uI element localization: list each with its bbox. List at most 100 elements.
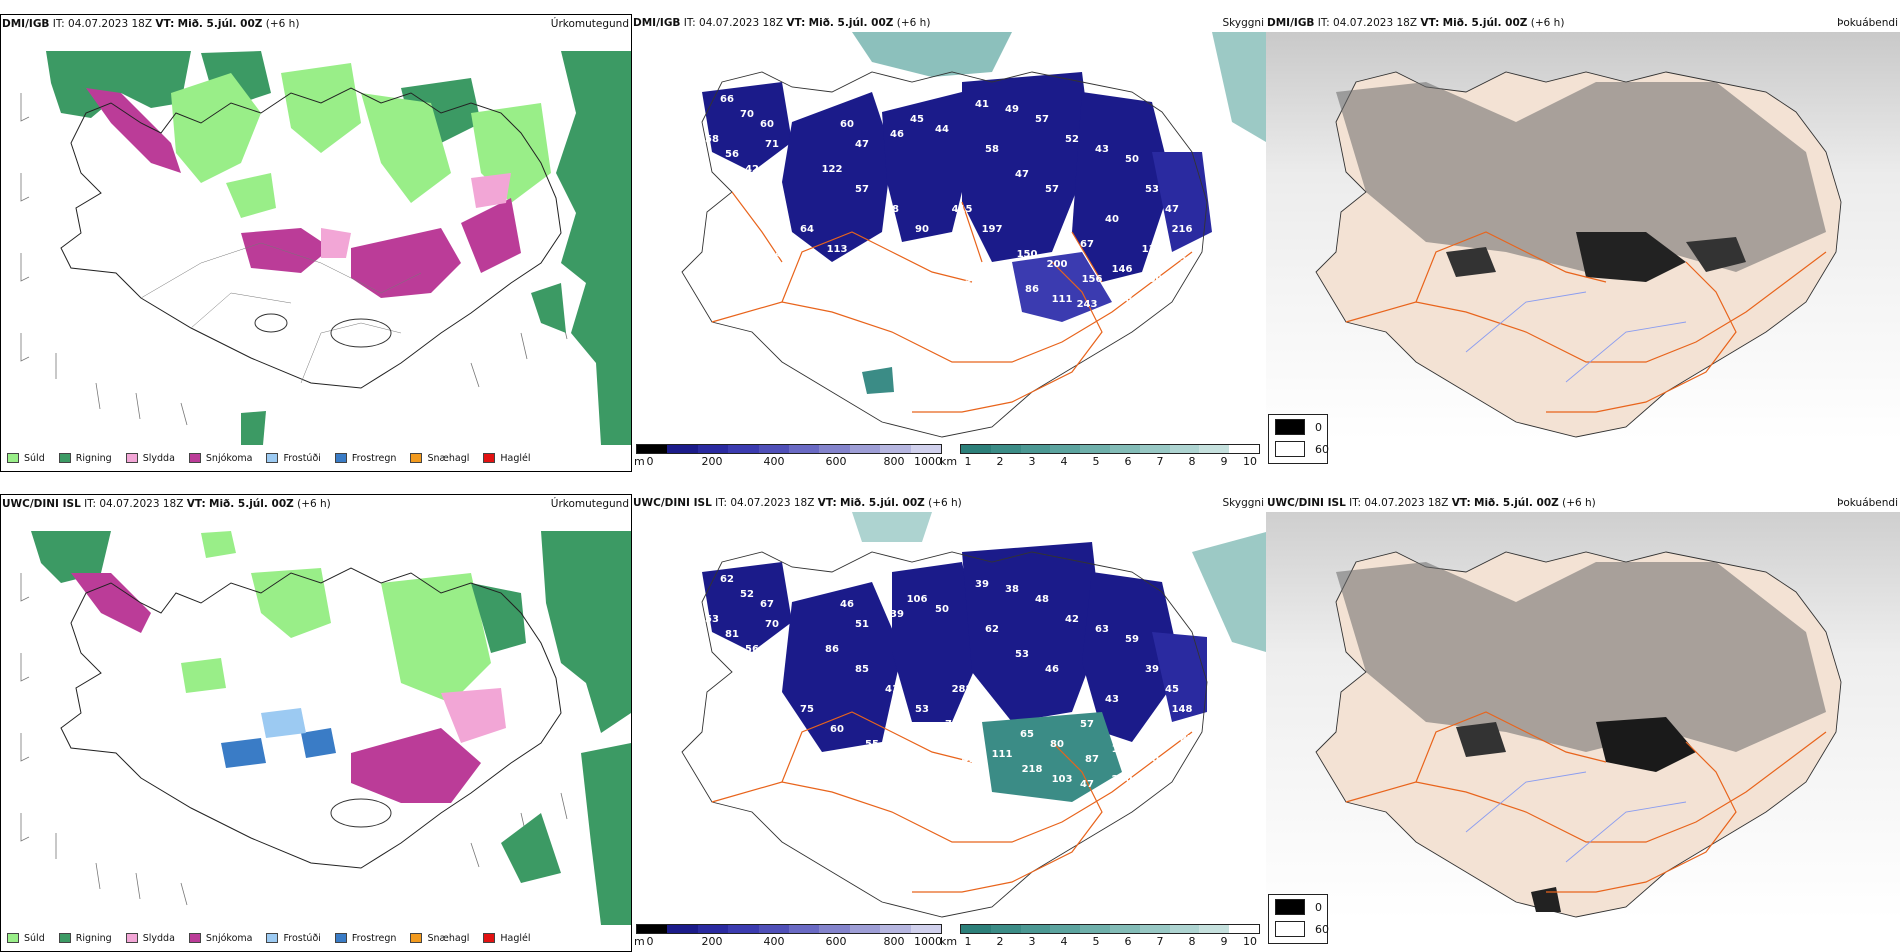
cloudbase-value-label: 70 <box>1145 754 1159 765</box>
cloudbase-value-label: 46 <box>840 599 854 610</box>
cloudbase-value-label: 85 <box>855 664 869 675</box>
cloudbase-value-label: 200 <box>1047 259 1068 270</box>
cloudbase-value-label: 41 <box>900 789 914 800</box>
colorbar-ticks: 0 200 400 600 800 1000 <box>646 935 943 948</box>
cloudbase-value-label: 65 <box>1020 729 1034 740</box>
precip-type-panel-top: DMI/IGB IT: 04.07.2023 18Z VT: Mið. 5.jú… <box>0 14 632 472</box>
cloudbase-value-label: 86 <box>825 644 839 655</box>
cloudbase-value-label: 63 <box>1095 624 1109 635</box>
cloudbase-value-label: 415 <box>952 204 973 215</box>
colorbar-ticks: 1 2 3 4 5 6 7 8 9 10 <box>964 455 1258 468</box>
legend-item: Slydda <box>125 933 175 944</box>
cloudbase-value-label: 41 <box>885 684 899 695</box>
cloudbase-value-label: 45 <box>910 114 924 125</box>
cloudbase-value-label: 39 <box>975 579 989 590</box>
cloudbase-value-label: 156 <box>1082 274 1103 285</box>
cloudbase-value-label: 75 <box>800 704 814 715</box>
cloudbase-value-label: 88 <box>1145 724 1159 735</box>
colorbar-swatches <box>960 444 1260 454</box>
cloudbase-value-label: 57 <box>1080 719 1094 730</box>
cloudbase-value-label: 46 <box>1045 664 1059 675</box>
panel-title: Þokuábendi <box>1837 17 1898 29</box>
legend-item: Súld <box>7 933 45 944</box>
cloudbase-value-label: 52 <box>875 299 889 310</box>
cloudbase-value-label: 60 <box>830 724 844 735</box>
colorbar-unit: m <box>634 935 645 948</box>
visibility-colorbar: km 1 2 3 4 5 6 7 8 9 10 <box>940 442 1260 468</box>
cloudbase-value-label: 70 <box>740 109 754 120</box>
cloudbase-value-label: 106 <box>907 594 928 605</box>
fog-map <box>1266 32 1900 440</box>
cloudbase-value-label: 47 <box>1165 204 1179 215</box>
cloudbase-value-label: 66 <box>720 94 734 105</box>
cloudbase-value-label: 62 <box>720 574 734 585</box>
legend-item: Frostúði <box>266 453 321 464</box>
precip-map-svg <box>1 513 631 925</box>
fog-map <box>1266 512 1900 920</box>
cloudbase-value-label: 58 <box>985 144 999 155</box>
precip-type-panel-bottom: UWC/DINI ISL IT: 04.07.2023 18Z VT: Mið.… <box>0 494 632 952</box>
cloudbase-value-label: 57 <box>1045 184 1059 195</box>
cloudbase-value-label: 53 <box>805 749 819 760</box>
cloudbase-value-label: 218 <box>1022 764 1043 775</box>
cloudbase-value-label: 67 <box>1080 239 1094 250</box>
cloudbase-colorbar: m 0 200 400 600 800 1000 <box>634 922 943 948</box>
cloudbase-value-label: 71 <box>765 139 779 150</box>
legend-item: Snjókoma <box>188 453 252 464</box>
cloudbase-value-label: 34 <box>875 779 889 790</box>
cloudbase-value-label: 51 <box>855 619 869 630</box>
cloudbase-value-label: 52 <box>740 589 754 600</box>
cloudbase-value-label: 44 <box>935 124 949 135</box>
legend-item: Súld <box>7 453 45 464</box>
cloudbase-value-label: 70 <box>945 719 959 730</box>
colorbar-swatches <box>636 924 942 934</box>
cloudbase-value-label: 39 <box>890 609 904 620</box>
cloudbase-value-label: 80 <box>1050 739 1064 750</box>
cloudbase-value-label: 103 <box>1052 774 1073 785</box>
panel-header: DMI/IGB IT: 04.07.2023 18Z VT: Mið. 5.jú… <box>632 14 1266 32</box>
fog-legend: 0 60 <box>1268 894 1329 944</box>
panel-header: DMI/IGB IT: 04.07.2023 18Z VT: Mið. 5.jú… <box>1 15 631 33</box>
cloudbase-value-label: 188 <box>1112 294 1133 305</box>
panel-title: Úrkomutegund <box>550 498 629 510</box>
cloudbase-value-label: 55 <box>965 274 979 285</box>
precip-map-svg <box>1 33 631 445</box>
cloudbase-value-label: 47 <box>775 249 789 260</box>
cloudbase-value-label: 83 <box>985 704 999 715</box>
cloudbase-value-label: 415 <box>962 754 983 765</box>
fog-legend-item: 0 <box>1275 899 1322 915</box>
legend-item: Snjókoma <box>188 933 252 944</box>
cloudbase-value-label: 40 <box>1105 214 1119 225</box>
precip-map <box>1 513 631 925</box>
cloudbase-value-label: 148 <box>1172 704 1193 715</box>
cloudbase-value-label: 370 <box>922 764 943 775</box>
fog-legend-item: 0 <box>1275 419 1322 435</box>
cloudbase-value-label: 43 <box>1105 694 1119 705</box>
cloudbase-value-label: 90 <box>915 224 929 235</box>
legend-item: Haglél <box>483 453 531 464</box>
cloudbase-value-label: 47 <box>1015 169 1029 180</box>
cloudbase-value-label: 46 <box>890 129 904 140</box>
legend-item: Frostregn <box>334 933 396 944</box>
panel-title: Skyggni <box>1222 17 1265 29</box>
cloudbase-value-label: 56 <box>725 149 739 160</box>
cloudbase-value-label: 49 <box>1005 104 1019 115</box>
colorbar-swatches <box>960 924 1260 934</box>
panel-title: Skyggni <box>1222 497 1265 509</box>
cloudbase-value-label: 111 <box>992 749 1013 760</box>
cloudbase-value-label: 50 <box>1125 154 1139 165</box>
legend-item: Snæhagl <box>410 933 469 944</box>
cloudbase-colorbar: m 0 200 400 600 800 1000 <box>634 442 942 468</box>
precip-type-legend: Súld Rigning Slydda Snjókoma Frostúði Fr… <box>1 925 631 951</box>
cloudbase-value-label: 48 <box>1035 594 1049 605</box>
cloudbase-value-label: 111 <box>1052 294 1073 305</box>
cloudbase-value-label: 57 <box>1035 114 1049 125</box>
colorbar-swatches <box>636 444 942 454</box>
cloudbase-value-label: 60 <box>760 119 774 130</box>
legend-item: Rigning <box>58 933 112 944</box>
cloudbase-value-label: 86 <box>900 309 914 320</box>
visibility-colorbar: km 1 2 3 4 5 6 7 8 9 10 <box>940 922 1260 948</box>
cloudbase-value-label: 250 <box>1112 774 1133 785</box>
